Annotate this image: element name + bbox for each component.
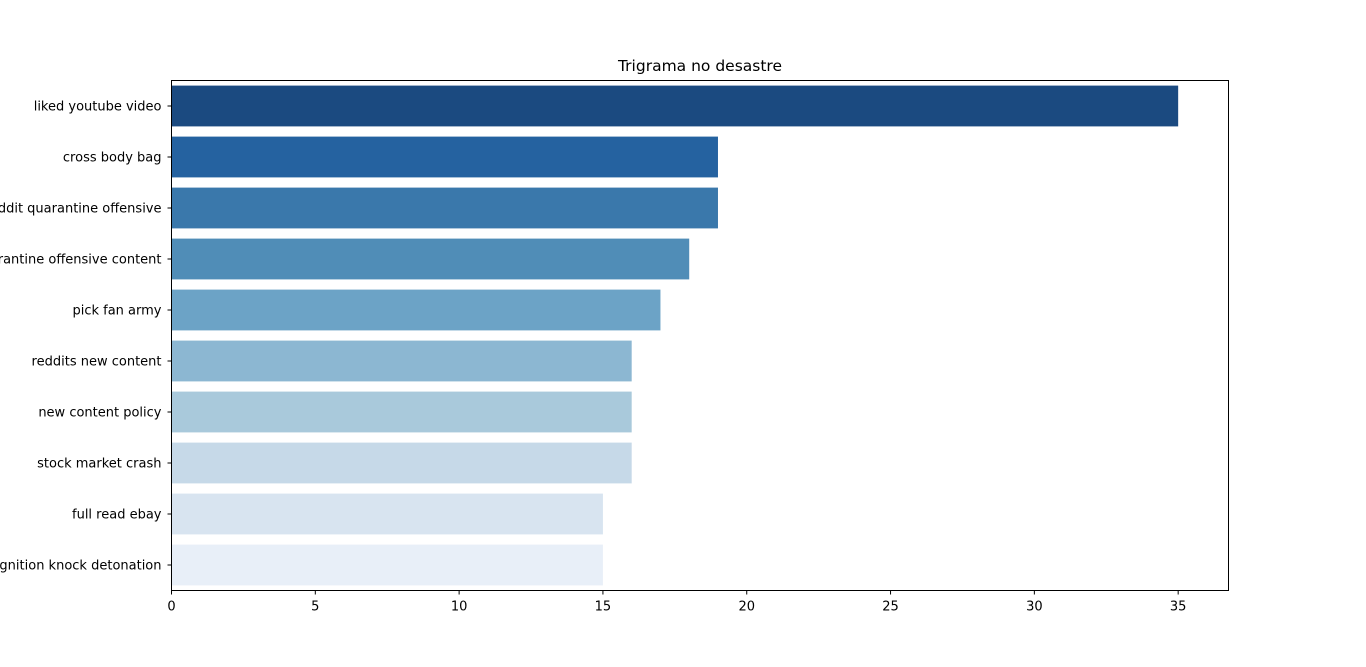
- y-tick-label: pick fan army: [72, 304, 161, 319]
- y-tick-label: reddits new content: [32, 355, 162, 370]
- bar-6: [171, 391, 632, 433]
- x-tick-label: 5: [311, 600, 319, 615]
- y-tick-label: liked youtube video: [34, 100, 162, 115]
- bar-2: [171, 187, 718, 229]
- y-tick-label: ignition knock detonation: [0, 559, 162, 574]
- bar-1: [171, 136, 718, 178]
- bar-4: [171, 289, 661, 331]
- x-tick-label: 20: [738, 600, 755, 615]
- y-tick-label: new content policy: [38, 406, 161, 421]
- y-tick-label: stock market crash: [37, 457, 161, 472]
- x-tick-label: 10: [451, 600, 468, 615]
- chart-title: Trigrama no desastre: [617, 57, 782, 75]
- plot-frame: [171, 80, 1229, 591]
- x-tick-label: 35: [1170, 600, 1187, 615]
- x-tick-label: 30: [1026, 600, 1043, 615]
- bars-layer: [171, 85, 1179, 586]
- x-tick-label: 25: [882, 600, 899, 615]
- x-tick-label: 15: [595, 600, 612, 615]
- y-tick-labels: liked youtube video cross body bag reddit …: [0, 100, 172, 574]
- y-tick-label: reddit quarantine offensive: [0, 202, 162, 217]
- y-tick-label: cross body bag: [63, 151, 162, 166]
- x-tick-label: 0: [167, 600, 175, 615]
- bar-5: [171, 340, 632, 382]
- y-tick-label: full read ebay: [72, 508, 162, 523]
- x-axis-ticks: 0 5 10 15 20 25 30 35: [167, 590, 1187, 615]
- bar-3: [171, 238, 690, 280]
- y-tick-label: quarantine offensive content: [0, 253, 162, 268]
- bar-9: [171, 544, 603, 586]
- bar-0: [171, 85, 1179, 127]
- bar-7: [171, 442, 632, 484]
- bar-8: [171, 493, 603, 535]
